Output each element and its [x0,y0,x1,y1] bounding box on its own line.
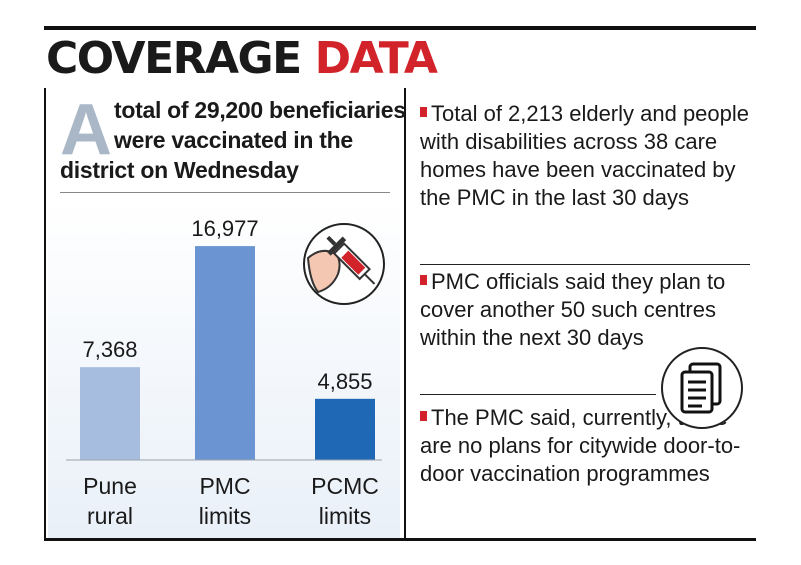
lead-line-3: district on Wednesday [60,157,299,183]
lead-rule [60,192,390,193]
bar-2 [315,398,375,460]
syringe-arm-icon [303,223,385,305]
bar-0 [80,367,140,460]
bullet-icon [420,275,427,285]
category-label-1-0: PMC [199,473,250,499]
left-border [44,88,46,538]
headline: COVERAGE DATA [46,33,438,85]
drop-cap: A [60,90,112,170]
column-divider [404,88,406,538]
category-label-1-1: limits [199,503,251,529]
category-label-2-1: limits [319,503,371,529]
headline-part2: DATA [314,33,438,84]
note-1-text: Total of 2,213 elderly and people with d… [420,101,750,210]
value-label-0: 7,368 [82,337,137,362]
note-rule-2 [420,394,656,395]
note-2-text: PMC officials said they plan to cover an… [420,269,726,350]
note-rule-1 [420,264,750,265]
lead-line-2: were vaccinated in the [114,127,353,153]
note-2: PMC officials said they plan to cover an… [420,268,740,352]
headline-part1: COVERAGE [46,33,302,84]
bar-1 [195,246,255,460]
value-label-2: 4,855 [317,369,372,394]
document-icon [661,347,743,429]
category-label-2-0: PCMC [311,473,379,499]
bullet-icon [420,411,427,421]
category-label-0-1: rural [87,503,133,529]
top-rule [44,26,756,30]
bar-chart: 7,368 Pune rural 16,977 PMC limits 4,855 PCMC li… [66,216,382,529]
value-label-1: 16,977 [191,216,258,241]
note-1: Total of 2,213 elderly and people with d… [420,100,750,212]
bullet-icon [420,107,427,117]
lead-text: A total of 29,200 beneficiaries were vac… [60,90,406,196]
bottom-rule [44,538,756,541]
lead-line-1: total of 29,200 beneficiaries [114,97,406,123]
category-label-0-0: Pune [83,473,137,499]
